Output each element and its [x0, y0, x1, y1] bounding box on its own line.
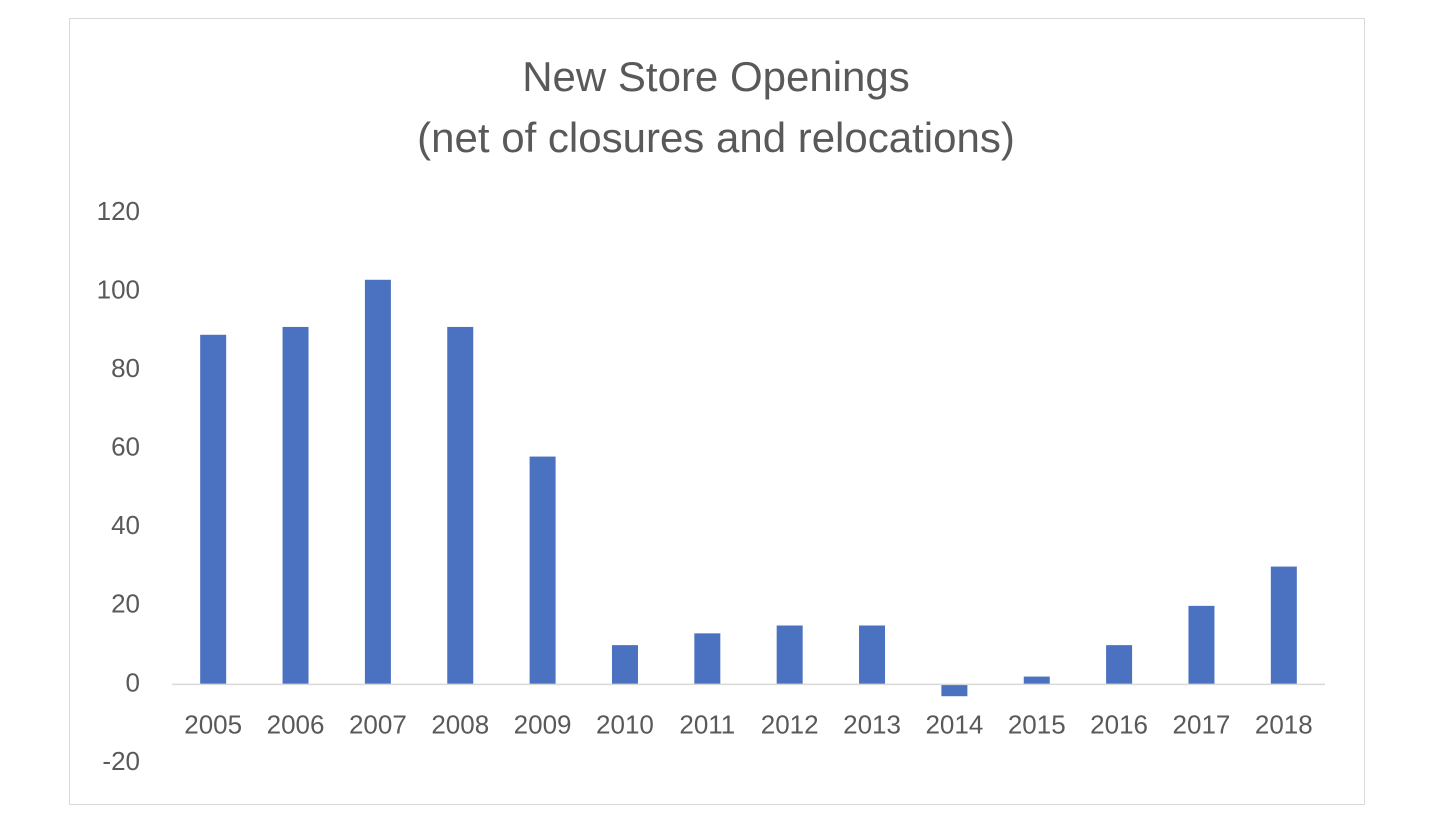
chart-subtitle: (net of closures and relocations) — [417, 114, 1015, 161]
x-tick-label: 2008 — [431, 709, 489, 739]
bar — [611, 645, 638, 685]
y-tick-label: 40 — [111, 510, 140, 540]
bar — [776, 625, 803, 685]
x-tick-label: 2013 — [843, 709, 901, 739]
y-tick-label: 0 — [126, 667, 140, 697]
y-tick-label: -20 — [102, 746, 140, 776]
bar — [364, 279, 391, 685]
y-tick-label: 80 — [111, 353, 140, 383]
bar — [941, 684, 968, 697]
bar — [529, 456, 556, 685]
x-tick-label: 2012 — [761, 709, 819, 739]
chart-title: New Store Openings — [522, 53, 910, 100]
x-tick-label: 2011 — [679, 709, 735, 739]
x-tick-label: 2015 — [1008, 709, 1066, 739]
x-tick-label: 2018 — [1255, 709, 1313, 739]
bar — [1106, 645, 1133, 685]
x-tick-label: 2014 — [925, 709, 983, 739]
y-tick-label: 60 — [111, 432, 140, 462]
bar — [1270, 566, 1297, 685]
x-tick-label: 2005 — [184, 709, 242, 739]
y-tick-label: 120 — [97, 196, 140, 226]
bar — [447, 326, 474, 685]
bar — [200, 334, 227, 685]
x-tick-label: 2009 — [514, 709, 572, 739]
x-tick-label: 2010 — [596, 709, 654, 739]
bar — [1188, 605, 1215, 685]
y-tick-label: 100 — [97, 274, 140, 304]
x-tick-label: 2017 — [1173, 709, 1231, 739]
bar — [282, 326, 309, 685]
x-tick-label: 2007 — [349, 709, 407, 739]
y-tick-label: 20 — [111, 589, 140, 619]
x-tick-label: 2016 — [1090, 709, 1148, 739]
x-tick-label: 2006 — [267, 709, 325, 739]
bar — [694, 633, 721, 685]
bar — [859, 625, 886, 685]
bar — [1023, 676, 1050, 685]
